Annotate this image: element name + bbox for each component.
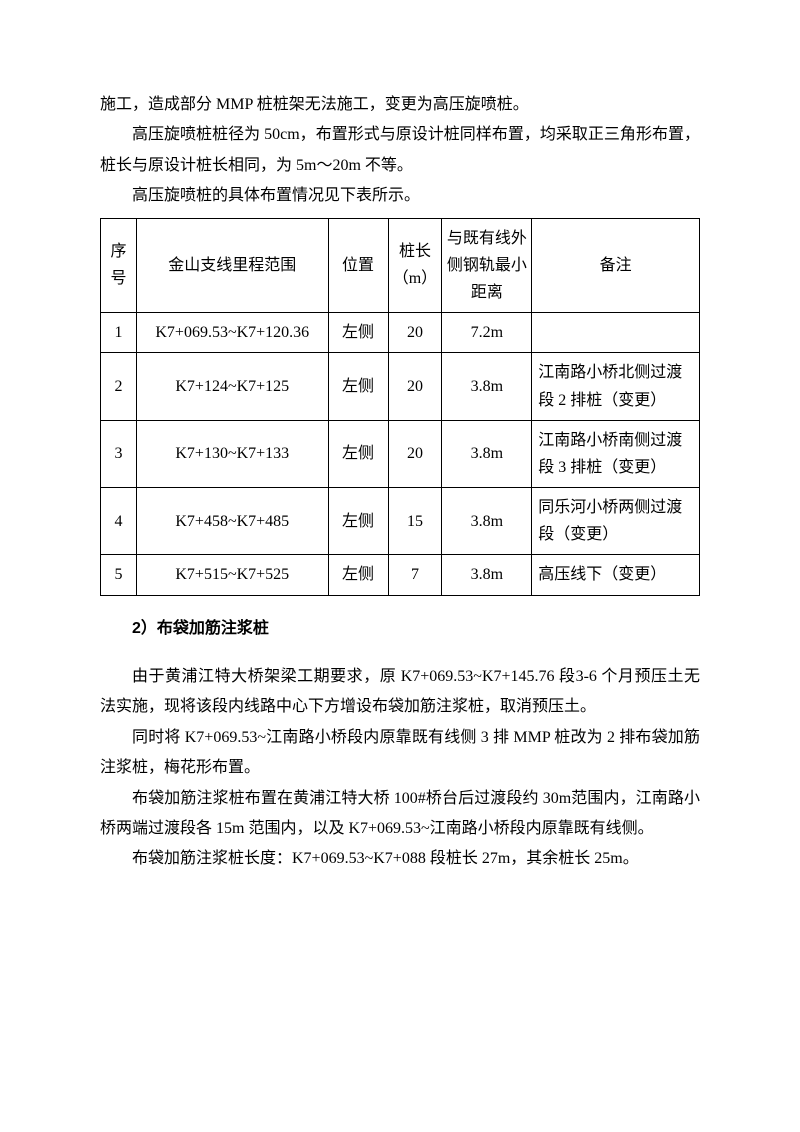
cell-seq: 1 [101, 313, 137, 353]
cell-dist: 3.8m [442, 353, 532, 420]
col-header-len: 桩长（m） [388, 218, 442, 313]
table-row: 2 K7+124~K7+125 左侧 20 3.8m 江南路小桥北侧过渡段 2 … [101, 353, 700, 420]
cell-pos: 左侧 [328, 420, 388, 487]
cell-note: 同乐河小桥两侧过渡段（变更） [532, 488, 700, 555]
intro-para-2: 高压旋喷桩桩径为 50cm，布置形式与原设计桩同样布置，均采取正三角形布置，桩长… [100, 120, 700, 181]
cell-pos: 左侧 [328, 555, 388, 595]
cell-range: K7+130~K7+133 [136, 420, 328, 487]
col-header-seq: 序号 [101, 218, 137, 313]
cell-range: K7+124~K7+125 [136, 353, 328, 420]
table-row: 1 K7+069.53~K7+120.36 左侧 20 7.2m [101, 313, 700, 353]
cell-note: 高压线下（变更） [532, 555, 700, 595]
section-2-para-3: 布袋加筋注浆桩布置在黄浦江特大桥 100#桥台后过渡段约 30m范围内，江南路小… [100, 784, 700, 845]
section-2-heading: 2）布袋加筋注浆桩 [100, 614, 700, 644]
section-2-para-2: 同时将 K7+069.53~江南路小桥段内原靠既有线侧 3 排 MMP 桩改为 … [100, 723, 700, 784]
table-row: 3 K7+130~K7+133 左侧 20 3.8m 江南路小桥南侧过渡段 3 … [101, 420, 700, 487]
cell-note [532, 313, 700, 353]
table-row: 4 K7+458~K7+485 左侧 15 3.8m 同乐河小桥两侧过渡段（变更… [101, 488, 700, 555]
cell-range: K7+515~K7+525 [136, 555, 328, 595]
table-row: 5 K7+515~K7+525 左侧 7 3.8m 高压线下（变更） [101, 555, 700, 595]
cell-range: K7+069.53~K7+120.36 [136, 313, 328, 353]
col-header-pos: 位置 [328, 218, 388, 313]
cell-pos: 左侧 [328, 313, 388, 353]
cell-len: 20 [388, 313, 442, 353]
cell-dist: 3.8m [442, 555, 532, 595]
intro-para-1: 施工，造成部分 MMP 桩桩架无法施工，变更为高压旋喷桩。 [100, 90, 700, 120]
cell-len: 15 [388, 488, 442, 555]
cell-dist: 3.8m [442, 488, 532, 555]
section-2-para-1: 由于黄浦江特大桥架梁工期要求，原 K7+069.53~K7+145.76 段3-… [100, 662, 700, 723]
cell-pos: 左侧 [328, 353, 388, 420]
cell-seq: 5 [101, 555, 137, 595]
cell-len: 20 [388, 420, 442, 487]
intro-para-3: 高压旋喷桩的具体布置情况见下表所示。 [100, 181, 700, 211]
col-header-note: 备注 [532, 218, 700, 313]
col-header-dist: 与既有线外侧钢轨最小距离 [442, 218, 532, 313]
cell-seq: 2 [101, 353, 137, 420]
cell-dist: 3.8m [442, 420, 532, 487]
cell-note: 江南路小桥南侧过渡段 3 排桩（变更） [532, 420, 700, 487]
section-2-para-4: 布袋加筋注浆桩长度：K7+069.53~K7+088 段桩长 27m，其余桩长 … [100, 844, 700, 874]
cell-seq: 4 [101, 488, 137, 555]
cell-len: 20 [388, 353, 442, 420]
cell-pos: 左侧 [328, 488, 388, 555]
cell-len: 7 [388, 555, 442, 595]
col-header-range: 金山支线里程范围 [136, 218, 328, 313]
cell-dist: 7.2m [442, 313, 532, 353]
pile-arrangement-table: 序号 金山支线里程范围 位置 桩长（m） 与既有线外侧钢轨最小距离 备注 1 K… [100, 218, 700, 596]
cell-seq: 3 [101, 420, 137, 487]
cell-note: 江南路小桥北侧过渡段 2 排桩（变更） [532, 353, 700, 420]
cell-range: K7+458~K7+485 [136, 488, 328, 555]
table-header-row: 序号 金山支线里程范围 位置 桩长（m） 与既有线外侧钢轨最小距离 备注 [101, 218, 700, 313]
